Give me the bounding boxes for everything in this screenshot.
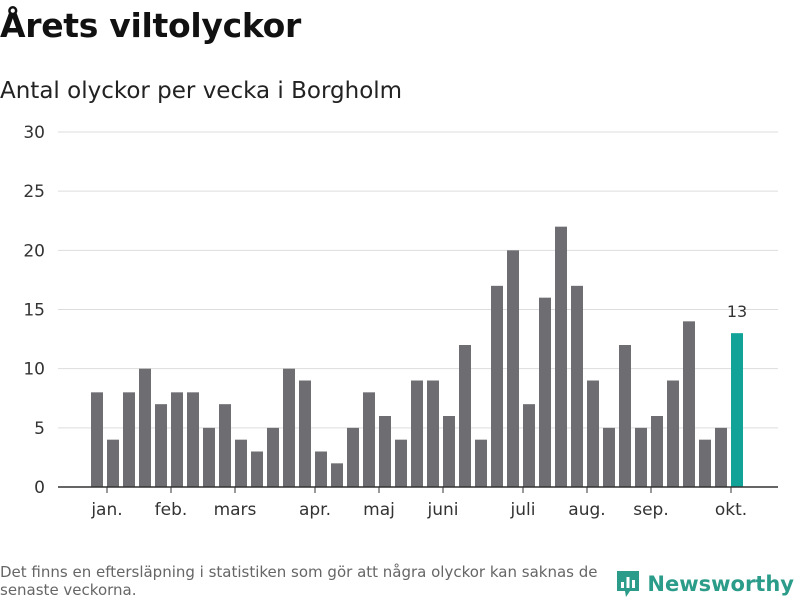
- x-tick-label: mars: [214, 500, 257, 520]
- bar: [491, 285, 503, 487]
- bar: [171, 392, 183, 487]
- bar-chart-speech-bubble-icon: [617, 571, 640, 597]
- bar: [107, 439, 119, 487]
- bar: [715, 427, 727, 487]
- x-tick-label: sep.: [633, 500, 669, 520]
- x-tick-label: aug.: [568, 500, 605, 520]
- bar: [91, 392, 103, 487]
- bar: [331, 463, 343, 487]
- bar: [395, 439, 407, 487]
- bar-highlight: [731, 333, 743, 487]
- brand-name: Newsworthy: [647, 572, 794, 596]
- y-tick-label: 25: [23, 182, 45, 202]
- x-tick-label: maj: [363, 500, 395, 520]
- bar: [459, 345, 471, 487]
- bar: [379, 416, 391, 487]
- bar: [427, 380, 439, 487]
- bar: [443, 416, 455, 487]
- bar: [539, 297, 551, 487]
- bar: [411, 380, 423, 487]
- bar: [683, 321, 695, 487]
- chart-subtitle: Antal olyckor per vecka i Borgholm: [0, 78, 403, 104]
- x-tick-label: jan.: [90, 500, 122, 520]
- bar: [203, 427, 215, 487]
- x-tick-label: juni: [427, 500, 459, 520]
- footnote: Det finns en eftersläpning i statistiken…: [0, 563, 598, 599]
- bar: [667, 380, 679, 487]
- y-tick-label: 20: [23, 241, 45, 261]
- bar: [187, 392, 199, 487]
- bar: [619, 345, 631, 487]
- x-tick-label: apr.: [299, 500, 331, 520]
- bar: [139, 368, 151, 487]
- bar: [507, 250, 519, 487]
- bar: [299, 380, 311, 487]
- bar: [283, 368, 295, 487]
- bar: [555, 226, 567, 487]
- bar: [699, 439, 711, 487]
- x-tick-label: feb.: [155, 500, 188, 520]
- data-labels: 13: [727, 302, 747, 321]
- bar: [587, 380, 599, 487]
- bar: [347, 427, 359, 487]
- bar: [267, 427, 279, 487]
- bar-chart: 0 5 10 15 20 25 30 jan. feb. mars apr. maj juni juli…: [23, 123, 778, 520]
- bar: [155, 404, 167, 487]
- bar: [363, 392, 375, 487]
- bar: [603, 427, 615, 487]
- bar: [235, 439, 247, 487]
- y-tick-label: 10: [23, 360, 45, 380]
- y-tick-label: 5: [34, 419, 45, 439]
- bar: [251, 451, 263, 487]
- bar: [635, 427, 647, 487]
- bar: [315, 451, 327, 487]
- bar: [123, 392, 135, 487]
- y-axis-ticks: 0 5 10 15 20 25 30: [23, 123, 45, 498]
- x-tick-label: juli: [510, 500, 536, 520]
- y-tick-label: 0: [34, 478, 45, 498]
- chart-title: Årets viltolyckor: [0, 6, 301, 45]
- bar: [523, 404, 535, 487]
- brand-logo: Newsworthy: [615, 568, 794, 600]
- bar: [219, 404, 231, 487]
- x-tick-label: okt.: [715, 500, 747, 520]
- y-tick-label: 15: [23, 301, 45, 321]
- highlight-value-label: 13: [727, 302, 747, 321]
- x-axis-ticks: jan. feb. mars apr. maj juni juli aug. sep. okt.: [90, 487, 747, 520]
- bar: [475, 439, 487, 487]
- bar: [651, 416, 663, 487]
- y-tick-label: 30: [23, 123, 45, 143]
- bar: [571, 285, 583, 487]
- bars: [91, 226, 743, 487]
